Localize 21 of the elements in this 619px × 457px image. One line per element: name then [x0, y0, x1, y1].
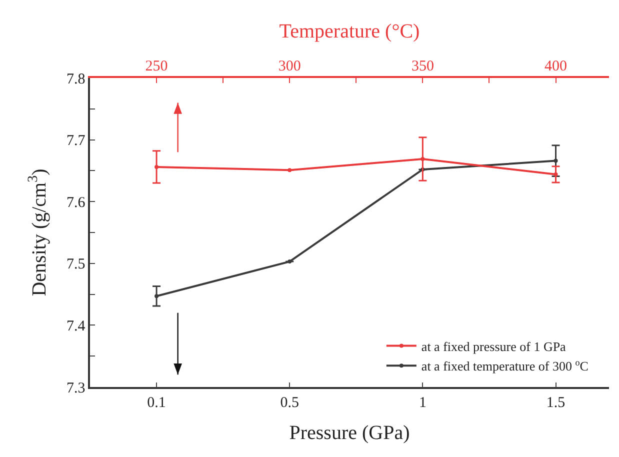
legend-label: at a fixed temperature of 300 $^{o}$C: [421, 357, 588, 374]
y-tick-label: 7.7: [66, 133, 86, 150]
x2-tick-label: 250: [145, 58, 168, 74]
y-tick-label: 7.8: [66, 71, 86, 88]
x-tick-label: 1: [418, 394, 426, 411]
x2-tick-label: 350: [411, 58, 434, 74]
legend-label: at a fixed pressure of 1 GPa: [421, 338, 566, 354]
x-axis-title: Pressure (GPa): [289, 422, 410, 444]
y-tick-label: 7.4: [66, 318, 86, 334]
x2-tick-label: 300: [278, 58, 301, 74]
x2-tick-label: 400: [544, 58, 568, 74]
y-tick-label: 7.6: [66, 194, 86, 211]
y-tick-label: 7.5: [66, 256, 86, 273]
x2-axis-title: Temperature (°C): [279, 20, 420, 42]
point: [554, 158, 558, 163]
y-tick-label: 7.3: [66, 380, 86, 396]
x-tick-label: 0.1: [147, 394, 166, 411]
x-tick-label: 1.5: [546, 394, 566, 411]
x-tick-label: 0.5: [280, 394, 299, 411]
point: [154, 294, 159, 298]
point: [288, 260, 292, 264]
